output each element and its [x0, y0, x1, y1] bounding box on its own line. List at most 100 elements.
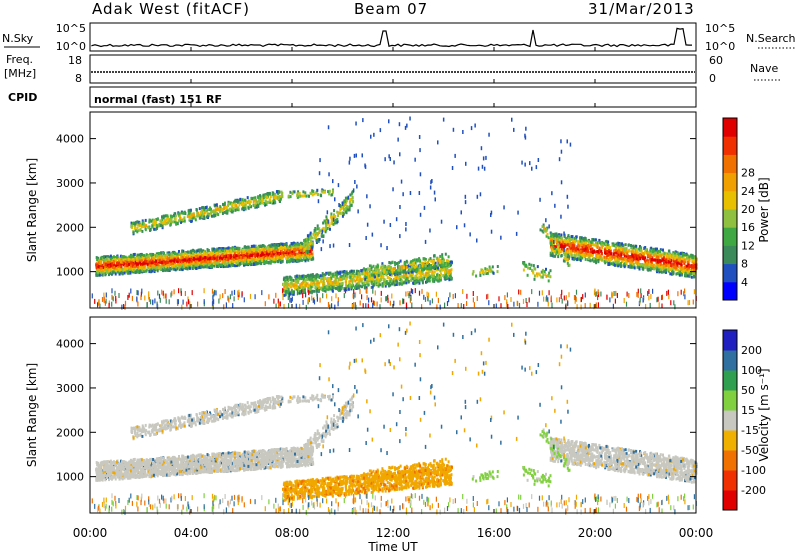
power-cell — [160, 258, 163, 262]
power-cell — [213, 256, 216, 260]
power-cell — [384, 278, 387, 282]
power-cell — [278, 199, 281, 203]
power-cell — [424, 264, 427, 267]
power-cell — [278, 258, 281, 262]
power-cell — [222, 202, 224, 206]
power-cell — [284, 247, 287, 251]
power-cell — [109, 271, 112, 275]
power-cell — [243, 204, 245, 208]
power-cell — [386, 276, 389, 279]
power-cell — [317, 237, 320, 241]
power-cell — [231, 257, 234, 261]
noise-left-tick-top: 10^5 — [56, 22, 86, 35]
power-cell — [283, 254, 286, 257]
power-cell — [234, 202, 237, 206]
power-cell — [200, 258, 203, 261]
power-cell — [232, 201, 235, 204]
power-cell — [249, 254, 252, 258]
power-cell — [274, 254, 277, 258]
power-cell — [216, 247, 219, 251]
power-cell — [368, 277, 371, 281]
power-cell — [176, 255, 179, 259]
power-cell — [311, 289, 314, 293]
power-cell — [241, 258, 244, 262]
power-cell — [496, 270, 499, 274]
power-cell — [403, 266, 405, 270]
power-cell — [273, 259, 275, 263]
power-cell — [305, 243, 308, 247]
power-cell — [196, 261, 199, 265]
power-cell — [161, 261, 164, 265]
power-cell — [113, 266, 116, 270]
power-cell — [250, 205, 253, 209]
power-cell — [269, 198, 272, 202]
power-cell — [267, 249, 270, 253]
power-cell — [219, 263, 222, 267]
power-cell — [153, 267, 155, 271]
power-cell — [241, 203, 244, 207]
power-cell — [422, 257, 425, 261]
power-cell — [261, 256, 264, 260]
power-cell — [166, 214, 169, 218]
power-cell — [126, 269, 129, 273]
power-cell — [139, 259, 142, 263]
power-cell — [167, 268, 170, 272]
power-cell — [292, 283, 295, 287]
power-cell — [284, 246, 287, 249]
power-cell — [422, 273, 425, 277]
power-cell — [270, 253, 273, 257]
power-cell — [235, 256, 238, 260]
power-cell — [315, 235, 317, 239]
power-cell — [156, 225, 159, 229]
power-cell — [322, 285, 325, 289]
power-cell — [411, 270, 414, 274]
power-cell — [230, 251, 233, 255]
power-cell — [222, 260, 224, 264]
power-cell — [310, 240, 313, 244]
power-cell — [194, 218, 197, 222]
power-cell — [350, 192, 353, 196]
power-cell — [153, 257, 156, 261]
power-cell — [444, 271, 446, 274]
power-cell — [235, 262, 238, 265]
power-cell — [109, 257, 112, 261]
power-cell — [239, 262, 241, 266]
power-cell — [103, 255, 106, 259]
power-cell — [471, 272, 474, 276]
power-cell — [147, 226, 150, 230]
power-cell — [208, 260, 211, 264]
power-cell — [416, 259, 419, 263]
power-cell — [276, 251, 279, 255]
power-cell — [301, 194, 304, 198]
power-cell — [249, 247, 252, 251]
power-cell — [425, 273, 428, 277]
power-cell — [335, 273, 338, 277]
power-cell — [247, 245, 250, 249]
power-cell — [233, 250, 236, 254]
power-cell — [291, 250, 294, 254]
power-cell — [286, 253, 288, 257]
power-cell — [168, 256, 171, 260]
power-cell — [98, 258, 101, 262]
power-cell — [168, 219, 171, 223]
power-cell — [211, 263, 214, 267]
power-cell — [139, 224, 142, 228]
power-cell — [281, 255, 284, 259]
noise-right-tick-top: 10^5 — [705, 22, 735, 35]
power-cell — [331, 217, 334, 221]
power-cell — [382, 264, 385, 268]
power-cell — [248, 201, 251, 205]
power-cell — [171, 264, 174, 268]
power-cell — [180, 267, 183, 271]
power-cell — [407, 280, 410, 283]
power-cell — [330, 274, 333, 278]
power-cell — [130, 261, 133, 265]
power-cell — [111, 256, 113, 260]
power-cell — [286, 277, 289, 281]
power-cell — [426, 280, 429, 284]
power-cell — [432, 262, 435, 266]
power-cell — [372, 282, 375, 286]
power-cell — [335, 287, 338, 291]
power-cell — [440, 263, 443, 267]
power-cell — [108, 273, 110, 277]
